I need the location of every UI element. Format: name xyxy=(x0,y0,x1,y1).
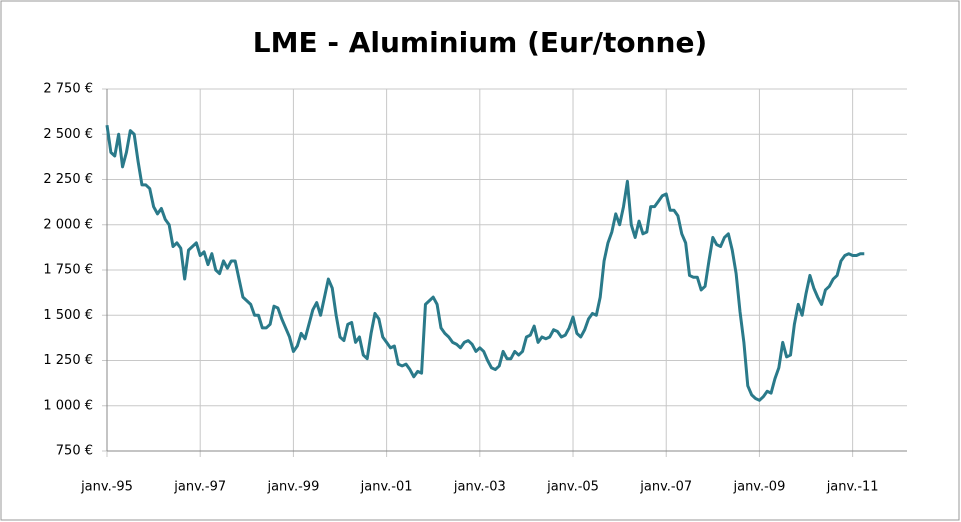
x-tick-label: janv.-11 xyxy=(826,480,879,495)
x-tick-label: janv.-05 xyxy=(546,480,599,495)
y-tick-label: 1 250 € xyxy=(43,353,93,368)
x-tick-label: janv.-99 xyxy=(266,480,319,495)
y-tick-label: 1 750 € xyxy=(43,263,93,278)
data-line xyxy=(105,124,865,402)
x-tick-label: janv.-03 xyxy=(453,480,506,495)
y-tick-label: 2 250 € xyxy=(43,172,93,187)
y-tick-label: 2 750 € xyxy=(43,82,93,97)
y-tick-label: 2 000 € xyxy=(43,217,93,232)
x-tick-label: janv.-07 xyxy=(639,480,692,495)
y-tick-label: 2 500 € xyxy=(43,127,93,142)
x-tick-label: janv.-95 xyxy=(80,480,133,495)
x-tick-label: janv.-97 xyxy=(173,480,226,495)
chart-title: LME - Aluminium (Eur/tonne) xyxy=(253,26,707,59)
y-tick-label: 1 000 € xyxy=(43,398,93,413)
y-tick-label: 750 € xyxy=(56,444,93,459)
x-tick-label: janv.-01 xyxy=(360,480,413,495)
y-tick-label: 1 500 € xyxy=(43,308,93,323)
x-tick-label: janv.-09 xyxy=(732,480,785,495)
